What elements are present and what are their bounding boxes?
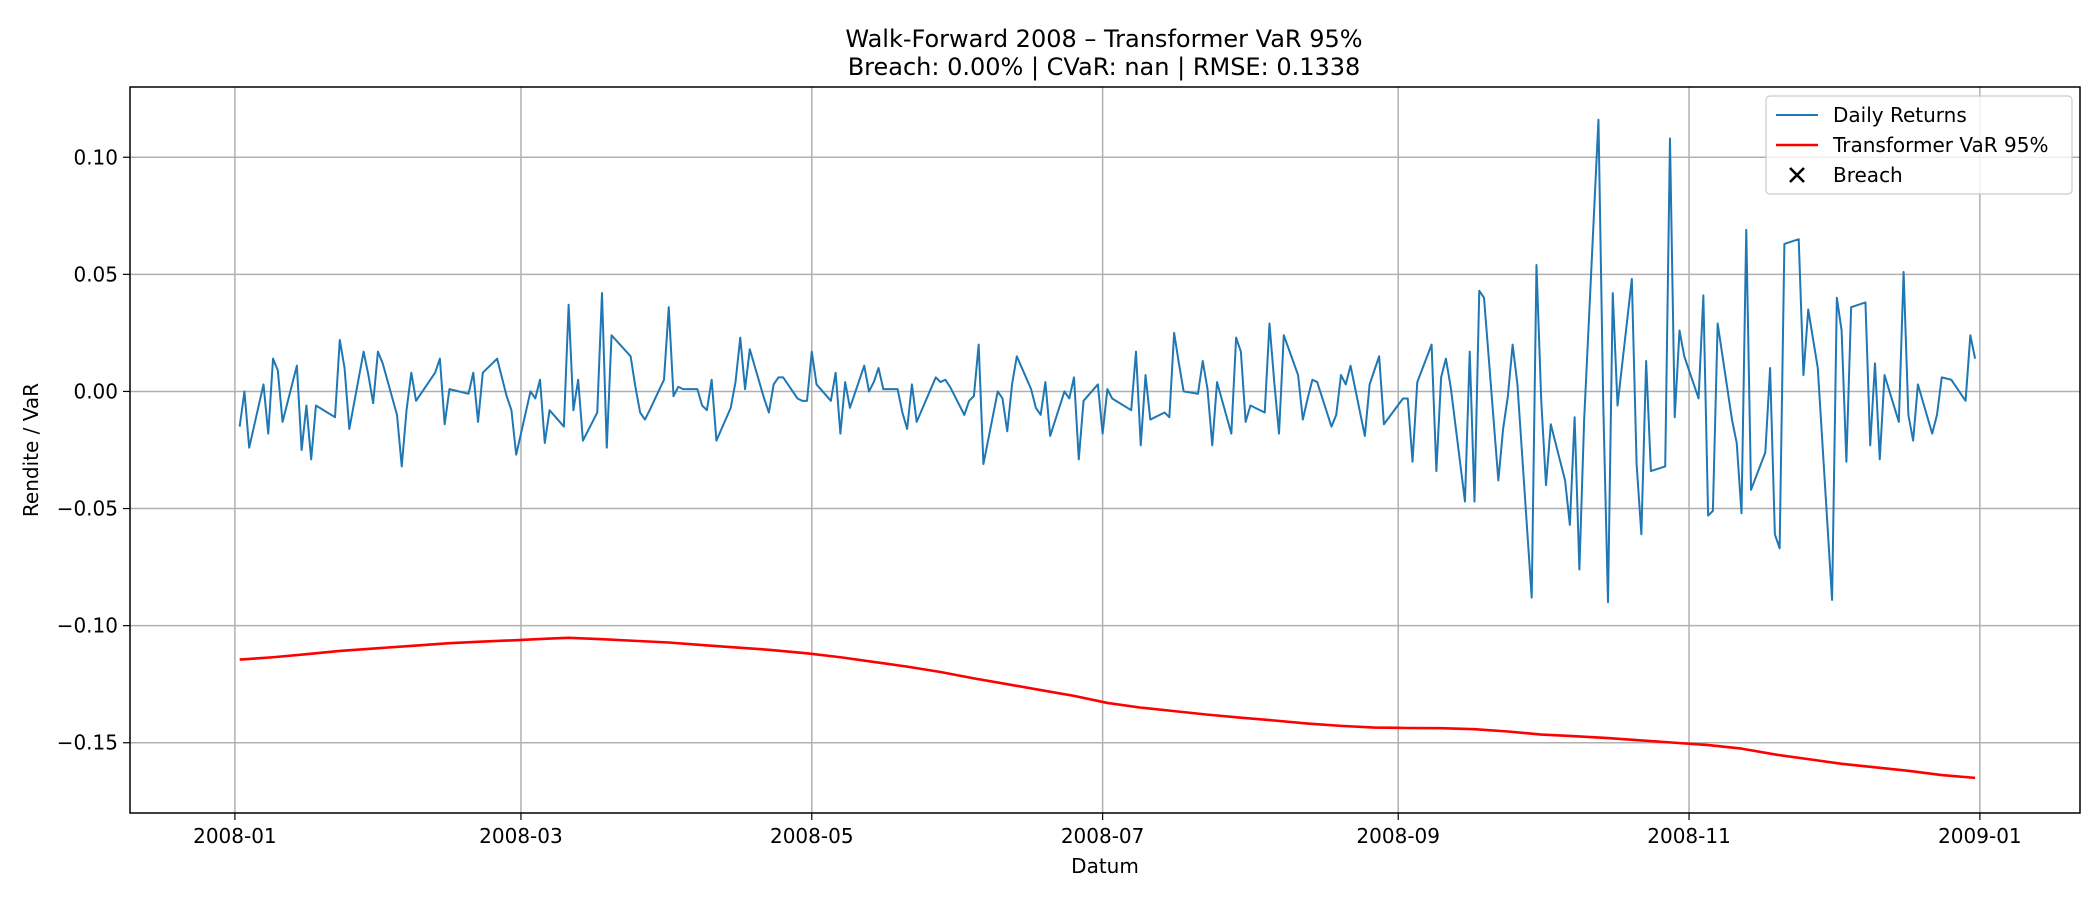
series-layer: [238, 118, 1977, 780]
legend-box: [1765, 95, 2073, 195]
chart-subtitle: Breach: 0.00% | CVaR: nan | RMSE: 0.1338: [848, 53, 1361, 81]
axes: 2008-01 2008-03 2008-05 2008-07 2008-09 2008-…: [57, 145, 2022, 848]
transformer-var-line: [239, 636, 1976, 780]
y-axis-label: Rendite / VaR: [19, 383, 43, 517]
legend-label: Daily Returns: [1833, 103, 1967, 127]
x-axis-label: Datum: [1071, 854, 1139, 878]
x-tick-label: 2008-07: [1061, 824, 1145, 848]
y-tick-label: 0.05: [73, 262, 118, 286]
y-tick-label: −0.15: [57, 731, 118, 755]
x-tick-label: 2009-01: [1938, 824, 2022, 848]
y-tick-label: 0.10: [73, 145, 118, 169]
x-tick-label: 2008-03: [479, 824, 563, 848]
x-tick-label: 2008-05: [770, 824, 854, 848]
legend: Daily Returns Transformer VaR 95% Breach: [1765, 95, 2073, 195]
chart-title: Walk-Forward 2008 – Transformer VaR 95%: [845, 25, 1362, 53]
y-tick-label: −0.05: [57, 497, 118, 521]
x-tick-label: 2008-09: [1356, 824, 1440, 848]
x-tick-label: 2008-11: [1647, 824, 1731, 848]
plot-frame: [129, 86, 2081, 814]
x-tick-label: 2008-01: [193, 824, 277, 848]
y-tick-label: −0.10: [57, 614, 118, 638]
y-tick-label: 0.00: [73, 379, 118, 403]
daily-returns-line: [238, 118, 1977, 604]
legend-label: Breach: [1833, 163, 1903, 187]
legend-breach-marker: [1789, 167, 1805, 183]
legend-label: Transformer VaR 95%: [1832, 133, 2048, 157]
